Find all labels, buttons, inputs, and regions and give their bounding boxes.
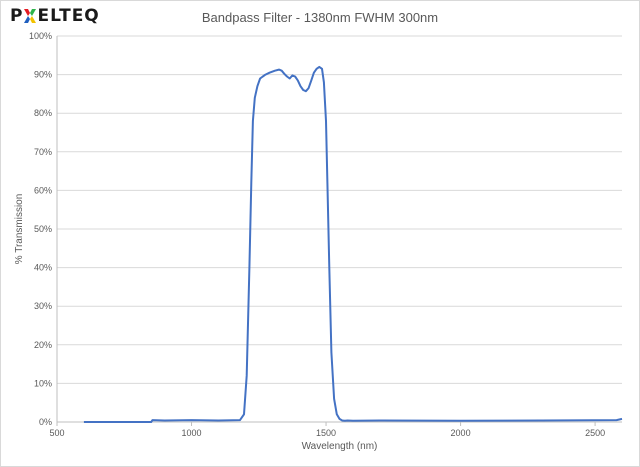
x-tick-label: 1500 bbox=[316, 428, 336, 438]
x-tick-label: 1000 bbox=[182, 428, 202, 438]
x-axis-label: Wavelength (nm) bbox=[302, 441, 378, 452]
y-tick-label: 40% bbox=[34, 263, 52, 273]
y-tick-label: 100% bbox=[29, 31, 52, 41]
y-tick-label: 80% bbox=[34, 108, 52, 118]
y-tick-label: 20% bbox=[34, 340, 52, 350]
y-tick-label: 60% bbox=[34, 185, 52, 195]
x-tick-label: 2000 bbox=[451, 428, 471, 438]
transmission-series-line bbox=[83, 65, 623, 423]
logo-text-start: P bbox=[10, 6, 24, 26]
chart-title: Bandpass Filter - 1380nm FWHM 300nm bbox=[201, 10, 439, 25]
y-tick-label: 90% bbox=[34, 70, 52, 80]
y-axis-label: % Transmission bbox=[14, 194, 25, 265]
y-tick-label: 30% bbox=[34, 301, 52, 311]
x-tick-label: 500 bbox=[49, 428, 64, 438]
logo-x-mark-icon bbox=[24, 9, 37, 23]
pixelteq-logo: P ELTEQ bbox=[10, 5, 100, 27]
x-tick-label: 2500 bbox=[585, 428, 605, 438]
y-tick-label: 10% bbox=[34, 378, 52, 388]
logo-text-end: ELTEQ bbox=[37, 6, 100, 26]
y-tick-label: 70% bbox=[34, 147, 52, 157]
y-tick-label: 0% bbox=[39, 417, 52, 427]
y-tick-label: 50% bbox=[34, 224, 52, 234]
